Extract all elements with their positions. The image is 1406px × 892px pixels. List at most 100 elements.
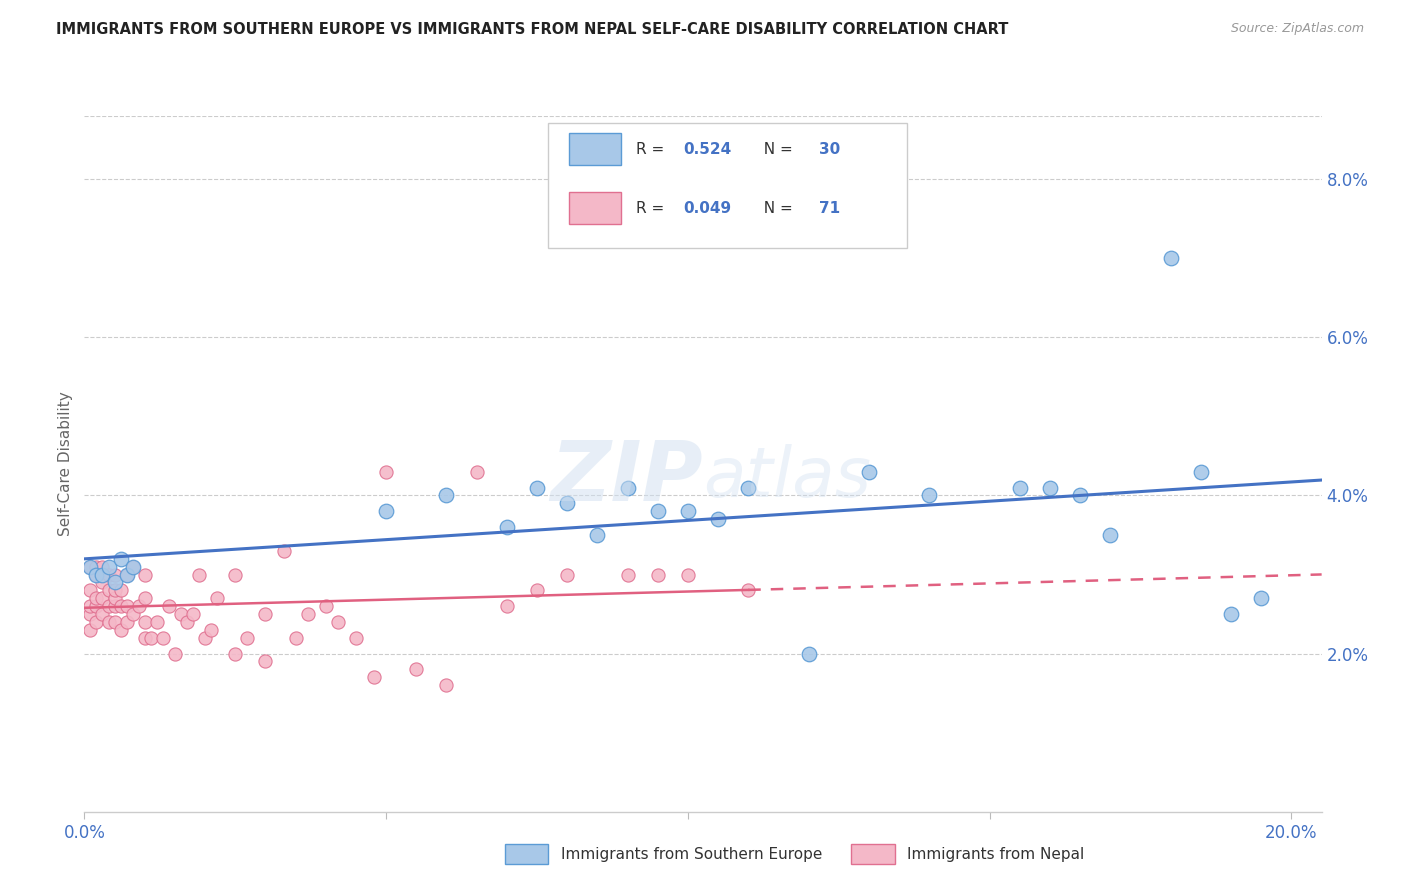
Point: [103, 583, 125, 598]
Point: [121, 559, 143, 574]
Point: [1069, 488, 1091, 502]
Point: [103, 599, 125, 614]
Point: [737, 583, 759, 598]
Point: [363, 670, 385, 684]
Point: [97, 559, 120, 574]
Point: [97, 615, 120, 629]
Point: [103, 615, 125, 629]
Point: [79, 559, 101, 574]
Point: [91, 591, 114, 606]
Point: [707, 512, 730, 526]
Text: IMMIGRANTS FROM SOUTHERN EUROPE VS IMMIGRANTS FROM NEPAL SELF-CARE DISABILITY CO: IMMIGRANTS FROM SOUTHERN EUROPE VS IMMIG…: [56, 22, 1008, 37]
Point: [224, 567, 246, 582]
Point: [79, 599, 101, 614]
Point: [110, 583, 132, 598]
Point: [375, 465, 398, 479]
Point: [273, 543, 295, 558]
Point: [375, 504, 398, 518]
Point: [797, 647, 820, 661]
Point: [326, 615, 349, 629]
Point: [121, 559, 143, 574]
Bar: [852, 845, 894, 863]
Point: [200, 623, 222, 637]
Point: [1220, 607, 1243, 621]
Point: [79, 559, 101, 574]
Point: [188, 567, 211, 582]
Point: [676, 504, 699, 518]
Point: [465, 465, 488, 479]
Point: [115, 567, 138, 582]
Text: N =: N =: [754, 201, 797, 216]
Point: [86, 567, 108, 582]
Point: [86, 559, 108, 574]
Point: [115, 599, 138, 614]
Point: [1099, 528, 1122, 542]
Y-axis label: Self-Care Disability: Self-Care Disability: [58, 392, 73, 536]
Point: [181, 607, 204, 621]
Bar: [505, 845, 548, 863]
Point: [134, 567, 156, 582]
Point: [121, 607, 143, 621]
Point: [405, 662, 427, 676]
Point: [236, 631, 259, 645]
Point: [1008, 481, 1031, 495]
Point: [134, 591, 156, 606]
Point: [315, 599, 337, 614]
Point: [1250, 591, 1272, 606]
Point: [103, 567, 125, 582]
Text: Source: ZipAtlas.com: Source: ZipAtlas.com: [1230, 22, 1364, 36]
Point: [176, 615, 198, 629]
Point: [918, 488, 941, 502]
Text: ZIP: ZIP: [550, 437, 703, 518]
Point: [616, 567, 638, 582]
Point: [110, 551, 132, 566]
Point: [344, 631, 367, 645]
Point: [146, 615, 169, 629]
Point: [170, 607, 193, 621]
Point: [297, 607, 319, 621]
Point: [586, 528, 609, 542]
Point: [115, 567, 138, 582]
Point: [157, 599, 180, 614]
Text: Immigrants from Nepal: Immigrants from Nepal: [907, 847, 1084, 862]
Point: [79, 623, 101, 637]
Point: [676, 567, 699, 582]
Point: [1189, 465, 1212, 479]
Text: 30: 30: [820, 142, 841, 156]
Point: [1160, 252, 1182, 266]
Point: [115, 615, 138, 629]
Point: [616, 481, 638, 495]
Text: R =: R =: [636, 201, 669, 216]
Point: [152, 631, 174, 645]
Point: [97, 599, 120, 614]
Point: [284, 631, 307, 645]
Point: [97, 583, 120, 598]
Point: [224, 647, 246, 661]
Point: [555, 496, 578, 510]
Point: [858, 465, 880, 479]
Point: [86, 599, 108, 614]
Point: [737, 481, 759, 495]
Point: [254, 607, 277, 621]
Point: [86, 615, 108, 629]
Point: [526, 481, 548, 495]
Text: 0.524: 0.524: [683, 142, 731, 156]
Point: [79, 583, 101, 598]
Point: [128, 599, 150, 614]
Point: [555, 567, 578, 582]
Point: [495, 520, 517, 534]
Point: [436, 488, 458, 502]
Point: [139, 631, 162, 645]
Point: [194, 631, 217, 645]
Point: [97, 567, 120, 582]
Point: [91, 559, 114, 574]
Text: atlas: atlas: [703, 444, 870, 511]
Point: [110, 599, 132, 614]
FancyBboxPatch shape: [548, 123, 907, 248]
Point: [526, 583, 548, 598]
Text: Immigrants from Southern Europe: Immigrants from Southern Europe: [561, 847, 823, 862]
Point: [647, 504, 669, 518]
Point: [134, 615, 156, 629]
Point: [91, 575, 114, 590]
Point: [647, 567, 669, 582]
